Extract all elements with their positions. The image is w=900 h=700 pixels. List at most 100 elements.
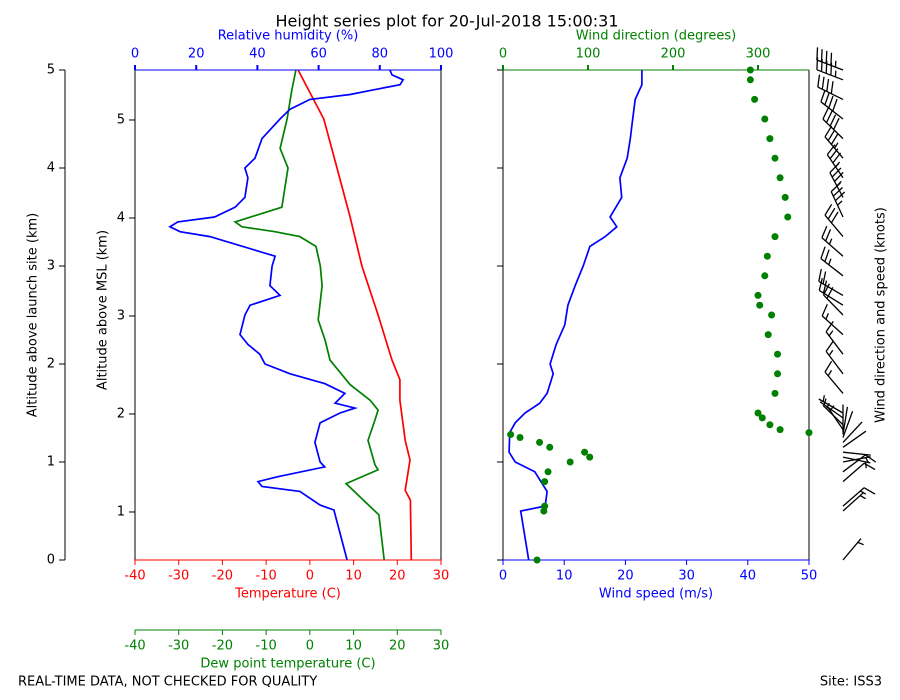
wind-dir-dot — [766, 135, 774, 143]
wind-dir-dot — [776, 426, 784, 434]
wind-dir-dot — [746, 76, 754, 84]
wind-barb — [829, 163, 844, 198]
x-tick-label: 80 — [372, 47, 389, 62]
wind-barb — [825, 340, 844, 375]
wind-barb — [824, 125, 844, 159]
x-tick-label: -10 — [256, 569, 277, 584]
wind-dir-dot — [766, 421, 774, 429]
wind-barb — [842, 421, 863, 443]
x-tick-label: 20 — [389, 569, 406, 584]
y-tick-label: 4 — [47, 161, 55, 176]
y2-tick-label: 3 — [117, 308, 125, 323]
y-tick-label: 2 — [47, 357, 55, 372]
y-axis-label: Altitude above launch site (km) — [26, 213, 41, 417]
series-line — [297, 69, 413, 561]
wind-dir-dot — [771, 233, 779, 241]
y2-tick-label: 1 — [117, 504, 125, 519]
wind-dir-dot — [756, 301, 764, 309]
x-tick-label: 30 — [433, 639, 450, 654]
x-tick-label: 0 — [306, 639, 314, 654]
wind-barb — [817, 74, 844, 100]
wind-dir-dot — [781, 193, 789, 201]
x-tick-label: 10 — [345, 639, 362, 654]
wind-dir-dot — [586, 453, 594, 461]
series-line — [168, 69, 405, 561]
x-tick-label: 30 — [678, 569, 695, 584]
wind-dir-dot — [746, 66, 754, 74]
wind-barb — [818, 395, 844, 414]
wind-dir-dot — [533, 556, 541, 564]
x-tick-label: 60 — [310, 47, 327, 62]
x-tick-label: 20 — [617, 569, 634, 584]
wind-barb — [824, 360, 844, 394]
footer-site: Site: ISS3 — [820, 675, 882, 690]
wind-dir-dot — [774, 370, 782, 378]
x-axis-label: Wind speed (m/s) — [599, 587, 713, 602]
wind-barb — [819, 398, 844, 419]
y2-tick-label: 2 — [117, 406, 125, 421]
wind-dir-dot — [761, 272, 769, 280]
x-tick-label: 10 — [345, 569, 362, 584]
x-axis-label: Dew point temperature (C) — [200, 657, 375, 672]
wind-barb — [816, 47, 844, 71]
wind-barb — [842, 454, 877, 473]
x-tick-label: -10 — [256, 639, 277, 654]
wind-barb — [842, 410, 854, 438]
x-tick-label: -30 — [168, 569, 189, 584]
wind-barb — [842, 538, 864, 561]
x-tick-label: 200 — [661, 47, 686, 62]
wind-dir-dot — [754, 291, 762, 299]
wind-barb — [842, 456, 871, 469]
wind-barb — [842, 430, 867, 448]
x-axis-label: Relative humidity (%) — [218, 29, 359, 44]
x-tick-label: 300 — [746, 47, 771, 62]
wind-dir-dot — [546, 443, 554, 451]
wind-barb — [820, 89, 844, 120]
y2-tick-label: 4 — [117, 210, 125, 225]
wind-dir-dot — [768, 311, 776, 319]
wind-barb — [818, 268, 844, 296]
x-tick-label: 100 — [429, 47, 454, 62]
series-line — [508, 70, 643, 561]
x-tick-label: 50 — [801, 569, 818, 584]
wind-barb — [820, 246, 844, 277]
wind-dir-dot — [776, 174, 784, 182]
wind-dir-dot — [771, 389, 779, 397]
wind-barb — [842, 451, 871, 456]
wind-barb — [826, 144, 844, 179]
x-tick-label: -30 — [168, 639, 189, 654]
x-tick-label: 0 — [499, 569, 507, 584]
wind-barb — [842, 491, 866, 512]
y-tick-label: 3 — [47, 259, 55, 274]
x-tick-label: 10 — [556, 569, 573, 584]
x-axis-label: Wind direction (degrees) — [576, 29, 736, 44]
x-tick-label: 100 — [576, 47, 601, 62]
chart-title: Height series plot for 20-Jul-2018 15:00… — [275, 12, 618, 31]
wind-barb — [830, 182, 846, 218]
wind-barb — [824, 204, 844, 238]
y-tick-label: 1 — [47, 455, 55, 470]
wind-dir-dot — [754, 409, 762, 417]
x-tick-label: 30 — [433, 569, 450, 584]
wind-barb — [842, 406, 849, 435]
wind-barb — [821, 304, 844, 336]
wind-dir-dot — [541, 478, 549, 486]
wind-dir-dot — [536, 438, 544, 446]
x-axis-label: Temperature (C) — [234, 587, 341, 602]
wind-barb — [842, 487, 876, 507]
x-tick-label: 20 — [188, 47, 205, 62]
x-tick-label: 0 — [499, 47, 507, 62]
x-tick-label: 0 — [306, 569, 314, 584]
wind-barb — [821, 225, 844, 257]
wind-dir-dot — [507, 431, 515, 439]
series-line — [233, 69, 386, 561]
wind-dir-dot — [761, 115, 769, 123]
wind-dir-dot — [751, 95, 759, 103]
wind-barb — [816, 57, 844, 81]
x-tick-label: -40 — [124, 639, 145, 654]
wind-dir-dot — [516, 434, 524, 441]
x-tick-label: 40 — [740, 569, 757, 584]
